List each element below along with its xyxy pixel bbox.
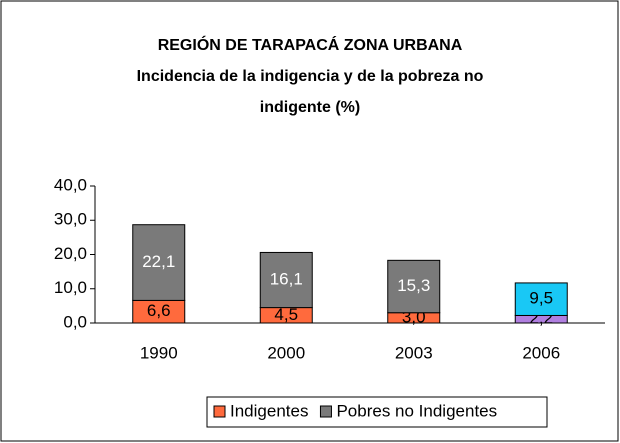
data-label: 22,1 [142, 252, 175, 271]
legend-box [206, 396, 548, 428]
y-tick-label: 20,0 [54, 244, 87, 263]
data-label: 16,1 [270, 270, 303, 289]
x-tick-label: 2006 [522, 343, 560, 362]
legend-swatch [213, 405, 226, 418]
bar-segment [387, 259, 441, 314]
x-tick-label: 1990 [140, 343, 178, 362]
chart-title: REGIÓN DE TARAPACÁ ZONA URBANA [157, 37, 463, 54]
data-label: 9,5 [529, 289, 553, 308]
y-tick-label: 10,0 [54, 278, 87, 297]
bar-segment [132, 224, 186, 301]
chart-subtitle: Incidencia de la indigencia y de la pobr… [136, 68, 484, 116]
data-label: 4,5 [274, 305, 298, 324]
bar-segment [259, 251, 313, 309]
x-tick-label: 2003 [395, 343, 433, 362]
data-label: 15,3 [397, 276, 430, 295]
data-label: 6,6 [147, 301, 171, 320]
x-tick-label: 2000 [267, 343, 305, 362]
headings: REGIÓN DE TARAPACÁ ZONA URBANA Incidenci… [110, 30, 510, 123]
legend-swatch [319, 405, 332, 418]
legend-label: Indigentes [230, 401, 308, 420]
y-tick-label: 40,0 [54, 175, 87, 194]
y-tick-label: 30,0 [54, 210, 87, 229]
legend-label: Pobres no Indigentes [336, 401, 497, 420]
y-tick-label: 0,0 [63, 312, 87, 331]
bar-segment [514, 282, 568, 316]
